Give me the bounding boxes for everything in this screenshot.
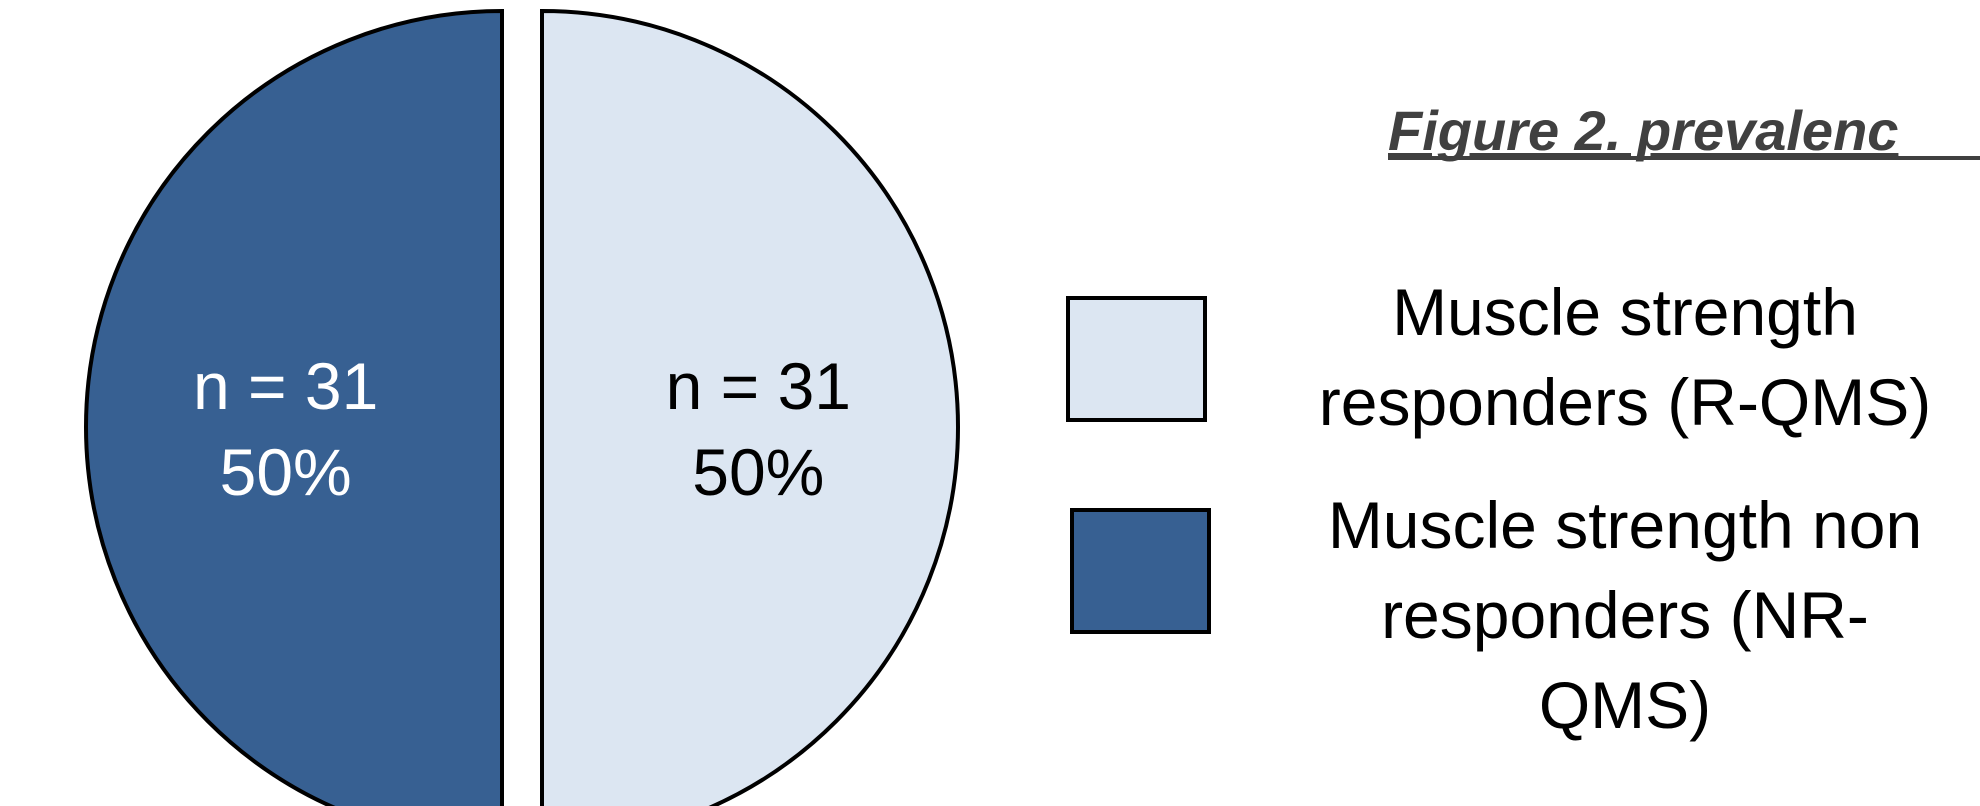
chart-title: Figure 2. prevalenc (1388, 99, 1898, 162)
legend-swatch-1 (1066, 296, 1207, 422)
pie-slices (84, 8, 960, 806)
legend-swatch-2 (1070, 508, 1211, 634)
legend-label-1-line-2: responders (R-QMS) (1319, 365, 1931, 439)
pie-slice-1 (540, 8, 960, 806)
legend-label-2-line-3: QMS) (1539, 668, 1711, 742)
legend: Muscle strength responders (R-QMS) Muscle … (1066, 275, 1931, 742)
legend-label-2-line-2: responders (NR- (1381, 578, 1869, 652)
legend-label-1-line-1: Muscle strength (1392, 275, 1858, 349)
pie-slice-1-label-line-2: 50% (692, 435, 824, 509)
legend-label-2-line-1: Muscle strength non (1328, 488, 1922, 562)
pie-slice-2-label-line-1: n = 31 (193, 349, 378, 423)
pie-slice-2 (84, 8, 504, 806)
pie-slice-2-label-line-2: 50% (220, 435, 352, 509)
pie-slice-1-label-line-1: n = 31 (666, 349, 851, 423)
pie-labels: n = 31 50% n = 31 50% (193, 349, 851, 509)
